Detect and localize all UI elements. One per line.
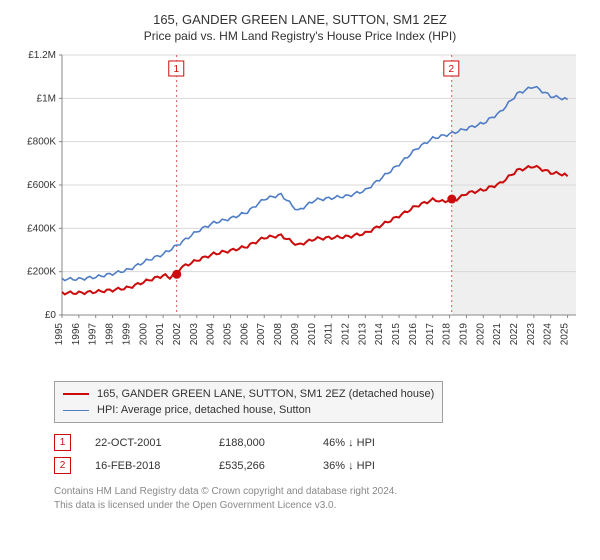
marker-label-text: 1 <box>173 64 179 75</box>
footer: Contains HM Land Registry data © Crown c… <box>54 485 576 512</box>
y-tick-label: £0 <box>45 310 57 321</box>
x-tick-label: 1999 <box>121 323 132 346</box>
x-tick-label: 2003 <box>189 323 200 346</box>
footer-line-1: Contains HM Land Registry data © Crown c… <box>54 485 576 499</box>
chart-svg: £0 £200K £400K £600K £800K £1M £1.2M 1995 1996 19… <box>20 51 580 371</box>
x-tick-label: 2002 <box>172 323 183 346</box>
x-tick-label: 2021 <box>492 323 503 346</box>
x-tick-label: 2005 <box>223 323 234 346</box>
y-tick-label: £400K <box>27 223 56 234</box>
marker-row: 2 16-FEB-2018 £535,266 36% ↓ HPI <box>54 454 576 477</box>
x-tick-label: 2011 <box>324 323 335 345</box>
x-tick-label: 2020 <box>475 323 486 346</box>
marker-delta: 46% ↓ HPI <box>323 437 413 449</box>
y-tick-label: £1M <box>37 93 56 104</box>
legend-label: 165, GANDER GREEN LANE, SUTTON, SM1 2EZ … <box>97 388 434 400</box>
x-tick-label: 2006 <box>239 323 250 346</box>
marker-price: £188,000 <box>219 437 299 449</box>
marker-label-text: 2 <box>449 64 455 75</box>
x-tick-label: 1997 <box>88 323 99 346</box>
x-tick-label: 2018 <box>442 323 453 346</box>
x-tick-label: 1995 <box>54 323 65 346</box>
x-tick-label: 2019 <box>458 323 469 346</box>
x-tick-label: 2004 <box>206 323 217 346</box>
marker-dot <box>447 195 456 204</box>
marker-row: 1 22-OCT-2001 £188,000 46% ↓ HPI <box>54 431 576 454</box>
legend-label: HPI: Average price, detached house, Sutt… <box>97 404 311 416</box>
y-tick-label: £200K <box>27 267 56 278</box>
marker-price: £535,266 <box>219 460 299 472</box>
x-tick-label: 2009 <box>290 323 301 346</box>
y-tick-label: £800K <box>27 137 56 148</box>
x-tick-label: 2013 <box>357 323 368 346</box>
price-chart: £0 £200K £400K £600K £800K £1M £1.2M 1995 1996 19… <box>20 51 580 371</box>
x-tick-label: 2008 <box>273 323 284 346</box>
x-tick-label: 2007 <box>256 323 267 346</box>
marker-date: 22-OCT-2001 <box>95 437 195 449</box>
x-tick-label: 2017 <box>425 323 436 346</box>
y-tick-label: £600K <box>27 180 56 191</box>
marker-id-box: 1 <box>54 434 71 451</box>
x-tick-label: 2025 <box>560 323 571 346</box>
x-tick-label: 2016 <box>408 323 419 346</box>
x-tick-label: 1998 <box>105 323 116 346</box>
marker-id-box: 2 <box>54 457 71 474</box>
x-tick-label: 2014 <box>374 323 385 346</box>
legend-row: HPI: Average price, detached house, Sutt… <box>63 402 434 418</box>
page-title-1: 165, GANDER GREEN LANE, SUTTON, SM1 2EZ <box>12 12 588 27</box>
marker-date: 16-FEB-2018 <box>95 460 195 472</box>
legend-swatch <box>63 393 89 395</box>
legend: 165, GANDER GREEN LANE, SUTTON, SM1 2EZ … <box>54 381 443 423</box>
x-tick-label: 2015 <box>391 323 402 346</box>
marker-table: 1 22-OCT-2001 £188,000 46% ↓ HPI 2 16-FEB-201… <box>54 431 576 477</box>
footer-line-2: This data is licensed under the Open Gov… <box>54 499 576 513</box>
legend-swatch <box>63 410 89 411</box>
page-title-2: Price paid vs. HM Land Registry's House … <box>12 29 588 43</box>
x-tick-label: 2023 <box>526 323 537 346</box>
x-tick-label: 2024 <box>543 323 554 346</box>
x-tick-label: 1996 <box>71 323 82 346</box>
x-tick-label: 2010 <box>307 323 318 346</box>
x-tick-label: 2000 <box>138 323 149 346</box>
x-tick-label: 2012 <box>340 323 351 346</box>
marker-delta: 36% ↓ HPI <box>323 460 413 472</box>
y-tick-label: £1.2M <box>28 51 56 61</box>
x-tick-label: 2001 <box>155 323 166 346</box>
legend-row: 165, GANDER GREEN LANE, SUTTON, SM1 2EZ … <box>63 386 434 402</box>
marker-dot <box>172 270 181 279</box>
x-tick-label: 2022 <box>509 323 520 346</box>
